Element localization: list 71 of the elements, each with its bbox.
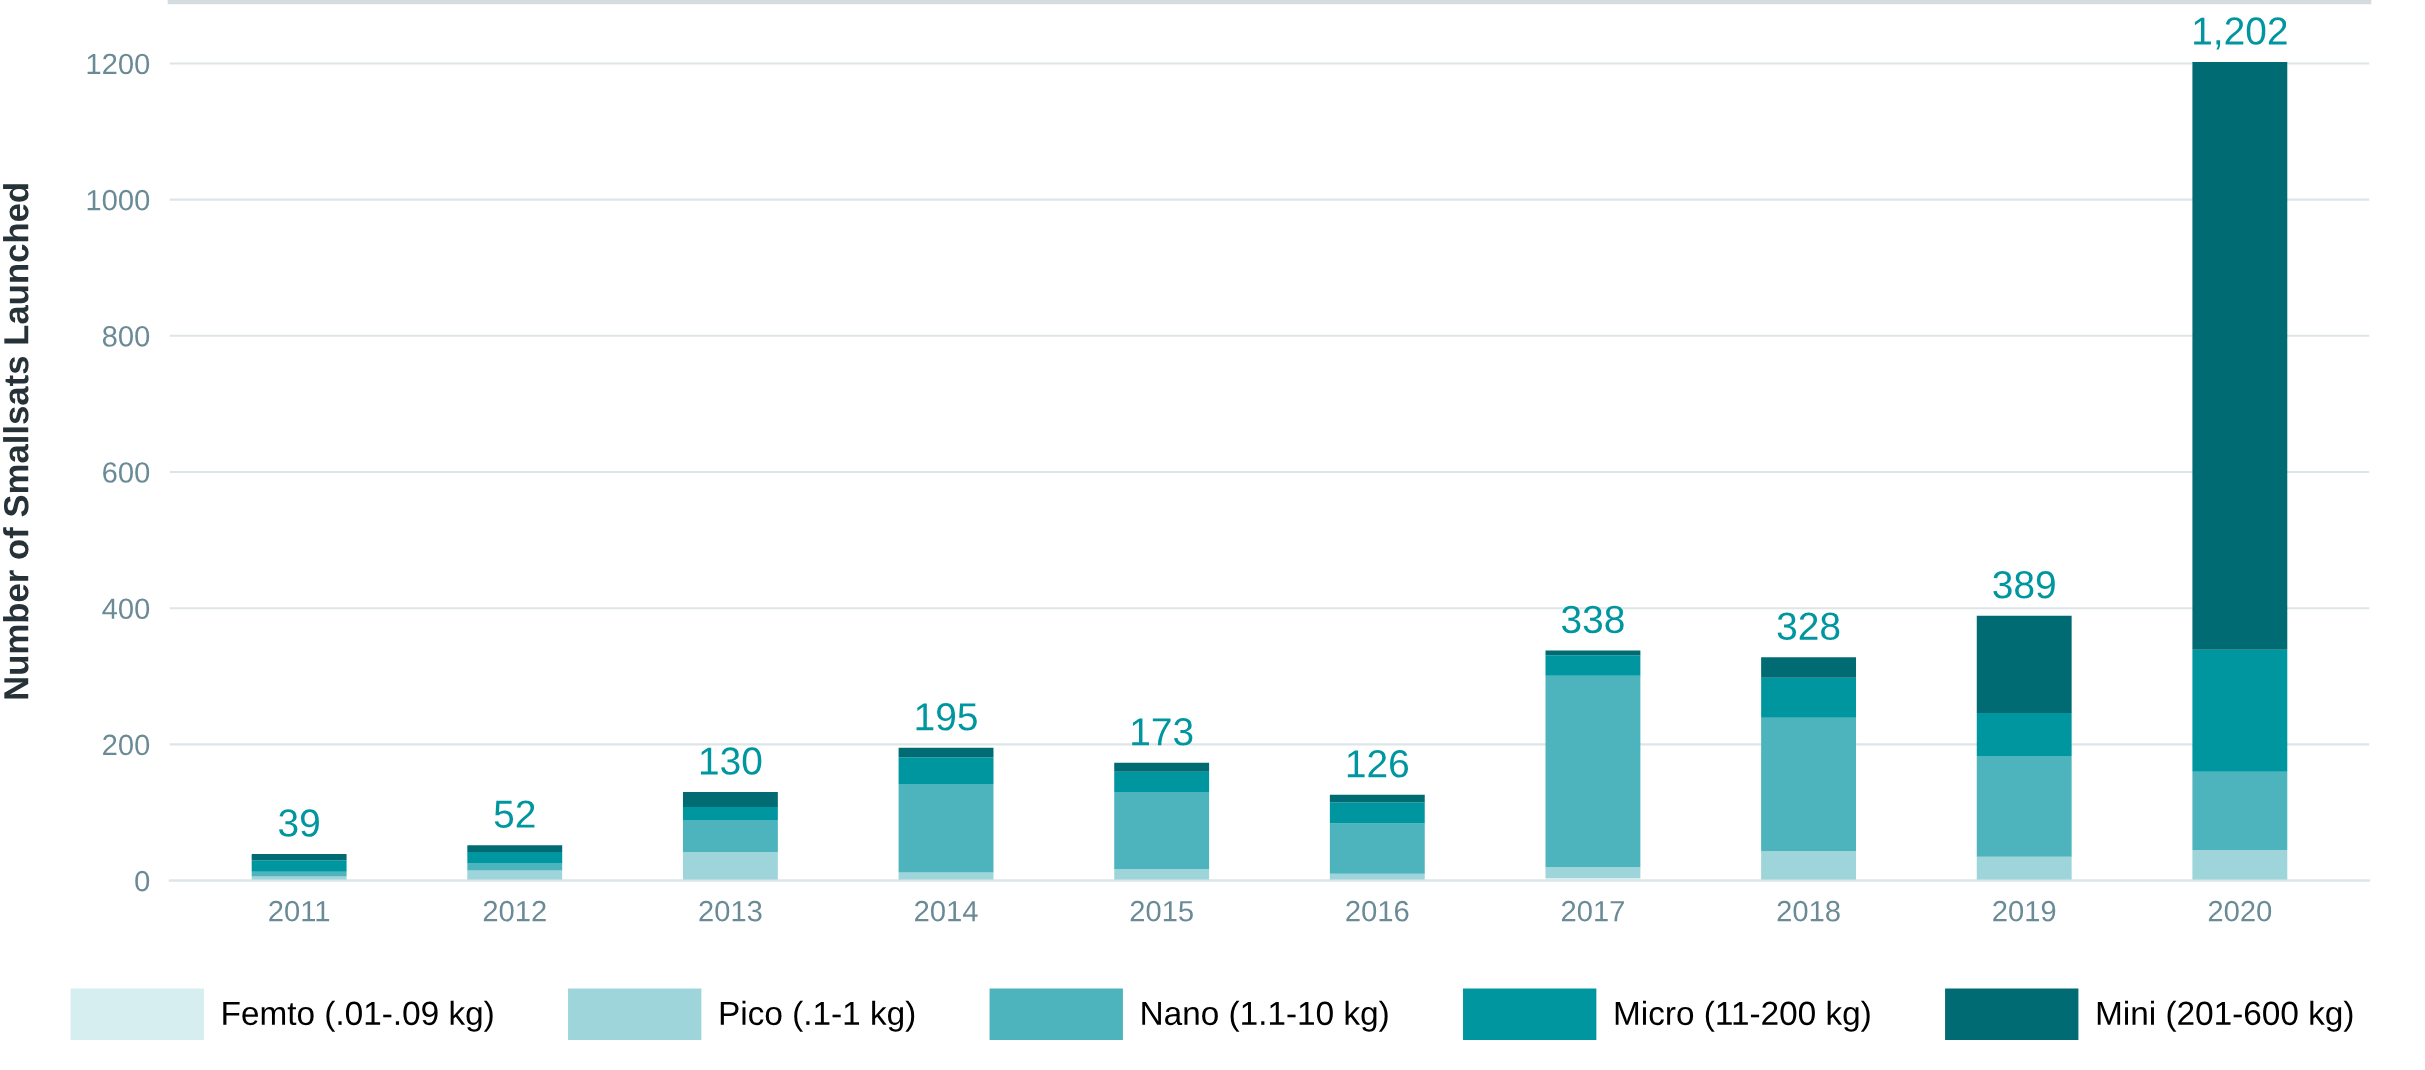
bar [1545,866,1641,878]
bar [1114,762,1210,772]
x-tick-label: 2011 [269,900,330,922]
total-label: 39 [278,809,319,837]
bar [467,845,563,853]
bar [1976,713,2072,756]
bar [251,860,347,872]
x-tick-label: 2013 [699,900,762,922]
bar [251,871,347,877]
bar [1545,650,1641,656]
bar [1976,856,2072,881]
total-label: 130 [700,747,762,775]
x-tick-label: 2017 [1561,900,1624,922]
bar [682,807,778,820]
bar [1545,655,1641,676]
bar [682,820,778,853]
bar [898,747,994,758]
bar [1545,675,1641,867]
y-tick-label: 1200 [87,53,150,75]
legend-label: Micro (11-200 kg) [1615,1000,1870,1032]
bar [1761,657,1857,678]
y-tick-label: 800 [102,326,150,347]
total-label: 328 [1777,612,1840,641]
bar [1761,717,1857,852]
bar [1114,771,1210,793]
bar [898,783,994,873]
bar [251,854,347,861]
total-label: 173 [1132,718,1193,746]
y-tick-label: 0 [135,870,150,892]
bar [898,872,994,881]
y-axis-title: Number of Smallsats Launched [3,184,29,699]
total-label: 389 [1993,570,2055,599]
bar [1114,869,1210,881]
x-tick-label: 2016 [1346,900,1409,922]
bar [467,870,563,881]
legend-label: Nano (1.1-10 kg) [1142,1000,1388,1032]
x-tick-label: 2014 [915,900,978,922]
bar [467,852,563,863]
x-tick-label: 2015 [1130,900,1193,922]
total-label: 52 [494,800,535,828]
y-tick-label: 1000 [87,189,150,211]
bar [1976,755,2072,857]
x-tick-label: 2020 [2208,900,2272,922]
bar [1329,823,1425,874]
bar [2192,62,2288,650]
bar [1976,615,2072,714]
x-tick-label: 2012 [483,900,546,922]
total-label: 1,202 [2194,17,2287,50]
bar [1329,794,1425,803]
bar [467,862,563,871]
bar [2192,649,2288,772]
bar [1329,802,1425,824]
bar [1114,792,1210,870]
y-tick-label: 400 [102,598,150,620]
bar [682,792,778,808]
x-tick-label: 2018 [1777,900,1840,922]
x-tick-label: 2019 [1993,900,2056,922]
legend-label: Mini (201-600 kg) [2097,1000,2353,1032]
total-label: 126 [1347,750,1409,778]
bar [1761,851,1857,881]
legend-label: Pico (.1-1 kg) [720,1000,915,1032]
legend-label: Femto (.01-.09 kg) [223,1000,493,1032]
y-tick-label: 200 [103,734,150,756]
bar [898,757,994,784]
y-tick-label: 600 [103,462,150,483]
bar [2192,771,2288,850]
bar [2192,849,2288,881]
total-label: 195 [916,703,977,731]
total-label: 338 [1561,605,1624,634]
bar [1761,677,1857,718]
bar [682,852,778,881]
